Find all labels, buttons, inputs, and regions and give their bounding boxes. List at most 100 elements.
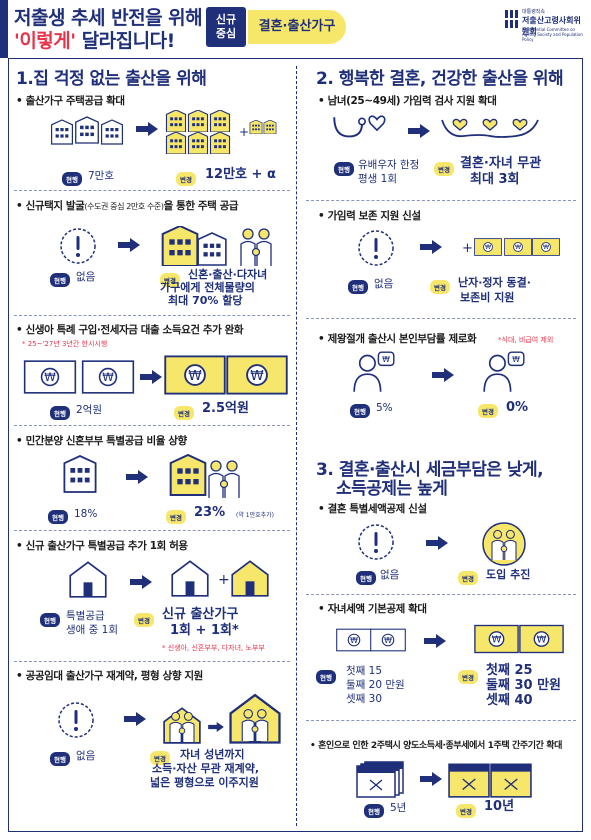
s2-item3-current: 5% [376,402,393,414]
s1-item1-current: 7만호 [88,170,115,182]
s3-item1-changed: 도입 추진 [486,568,531,581]
s1-item2-changed-line1: 신혼·출산·다자녀 [188,268,268,281]
larger-money-bundle-icon [164,355,288,395]
page-title-line1: 저출생 추세 반전을 위해 [14,7,203,29]
buildings-with-family-icon [161,226,272,266]
divider [14,425,290,426]
committee-emblem-icon [505,10,518,28]
divider [306,200,576,201]
s3-item2-title: • 자녀세액 기본공제 확대 [318,603,427,615]
changed-badge: 변경 [160,273,180,287]
s1-item4-changed: 23% [194,505,226,520]
current-badge: 현행 [48,510,68,524]
s1-item6-changed-line2: 소득·자산 무관 재계약, [152,762,260,775]
arrow-icon [126,470,148,484]
exclamation-icon [60,228,96,264]
divider [14,315,290,316]
section3-title-line2: 소득공제는 높게 [336,479,448,499]
arrow-icon [420,772,442,786]
current-badge: 현행 [62,172,82,186]
svg-text:+: + [462,241,473,256]
s1-item6-changed-line3: 넓은 평형으로 이주지원 [150,776,259,789]
arrow-icon [140,370,162,384]
exclamation-icon [58,702,94,738]
arrow-icon [424,634,446,648]
current-badge: 현행 [50,273,70,287]
tag-new-focus: 신규 중심 [206,7,246,47]
divider [14,530,290,531]
tag-line2: 중심 [215,27,237,40]
s1-item1-title: • 출산가구 주택공급 확대 [16,95,125,107]
s2-item3-title: • 제왕절개 출산시 본인부담률 제로화 [318,333,477,345]
s1-item4-current: 18% [74,508,98,520]
s2-item3-note: *식대, 비급여 제외 [498,336,554,344]
s1-item5-changed-line2: 1회 + 1회* [170,623,239,638]
s3-item1-current: 없음 [380,569,400,581]
column-divider [296,66,297,826]
tax-money-bundle-icon [336,628,406,652]
section1-title: 1.집 걱정 없는 출산을 위해 [16,69,207,89]
current-badge: 현행 [40,613,60,627]
s1-item5-title: • 신규 출산가구 특별공급 추가 1회 허용 [16,540,188,552]
s1-item3-current: 2억원 [76,404,103,416]
larger-tax-money-icon [474,624,564,654]
s1-item3-note: * 25~'27년 3년간 한시시행 [22,340,108,348]
family-moving-house-icon [163,693,281,744]
s3-item2-changed-line1: 첫째 25 [486,663,533,678]
arrow-icon [432,368,454,382]
divider [14,190,290,191]
changed-badge: 변경 [430,280,450,294]
page-title-line2: '이렇게' 달라집니다! [14,26,175,53]
s1-item2-title-small: (수도권 중심 2만호 수준) [84,202,164,211]
arrow-icon [420,240,442,254]
title-rest: 달라집니다! [75,30,176,52]
changed-badge: 변경 [458,571,478,585]
header-accent-bar [0,0,8,58]
s1-item5-current-line2: 생애 중 1회 [66,624,118,636]
changed-badge: 변경 [134,613,154,627]
changed-badge: 변경 [458,670,478,684]
logo-top-text: 대통령직속 [522,9,546,15]
s1-item4-changed-note: (약 1만호추가) [236,512,275,519]
s1-item6-changed-line1: 자녀 성년까지 [180,748,245,761]
s3-item3-title: • 혼인으로 인한 2주택시 양도소득세·종부세에서 1주택 간주기간 확대 [310,741,562,751]
calendar-icon [356,761,404,798]
current-badge: 현행 [364,804,384,818]
arrow-icon [426,536,448,550]
s2-item2-changed-line1: 난자·정자 동결· [458,276,531,289]
s2-item1-changed-line1: 결혼·자녀 무관 [460,156,542,171]
s1-item6-title: • 공공임대 출산가구 재계약, 평형 상향 지원 [16,670,203,682]
s3-item2-changed-line2: 둘째 30 만원 [486,678,561,693]
current-badge: 현행 [316,670,336,684]
header: 저출생 추세 반전을 위해 '이렇게' 달라집니다! 신규 중심 결혼·출산가구 … [0,0,591,58]
s2-item2-current: 없음 [374,278,394,290]
section2-title: 2. 행복한 결혼, 건강한 출산을 위해 [316,69,564,89]
patient-zero-bill-icon [483,351,525,393]
category-pill: 결혼·출산가구 [248,10,346,44]
s1-item3-title: • 신생아 특례 구입·전세자금 대출 소득요건 추가 완화 [16,324,244,336]
s2-item1-current-line1: 유배우자 한정 [358,159,420,171]
s3-item1-title: • 결혼 특별세액공제 신설 [318,503,427,515]
s3-item2-changed-line3: 셋째 40 [486,693,533,708]
changed-badge: 변경 [478,404,498,418]
s2-item1-current-line2: 평생 1회 [358,173,397,185]
section3-title-line1: 3. 결혼·출산시 세금부담은 낮게, [316,460,544,480]
logo-name: 저출산고령사회위원회 [522,16,581,36]
s3-item2-current-line1: 첫째 15 [346,665,383,677]
svg-text:+: + [239,125,249,139]
s3-item3-current: 5년 [390,802,407,814]
s1-item5-changed-line1: 신규 출산가구 [162,607,239,622]
s1-item2-title-main: • 신규택지 발굴 [16,200,85,212]
changed-badge: 변경 [456,804,476,818]
patient-bill-icon [353,351,395,393]
current-badge: 현행 [350,404,370,418]
extended-calendar-icon [448,763,532,798]
wedding-money-bag-icon [482,522,526,566]
arrow-icon [408,124,430,138]
current-badge: 현행 [334,162,354,176]
tall-building-icon [63,454,97,494]
s3-item2-current-line2: 둘째 20 만원 [346,679,405,691]
s3-item2-current-line3: 셋째 30 [346,693,383,705]
s1-item5-current-line1: 특별공급 [66,610,105,622]
changed-badge: 변경 [174,406,194,420]
